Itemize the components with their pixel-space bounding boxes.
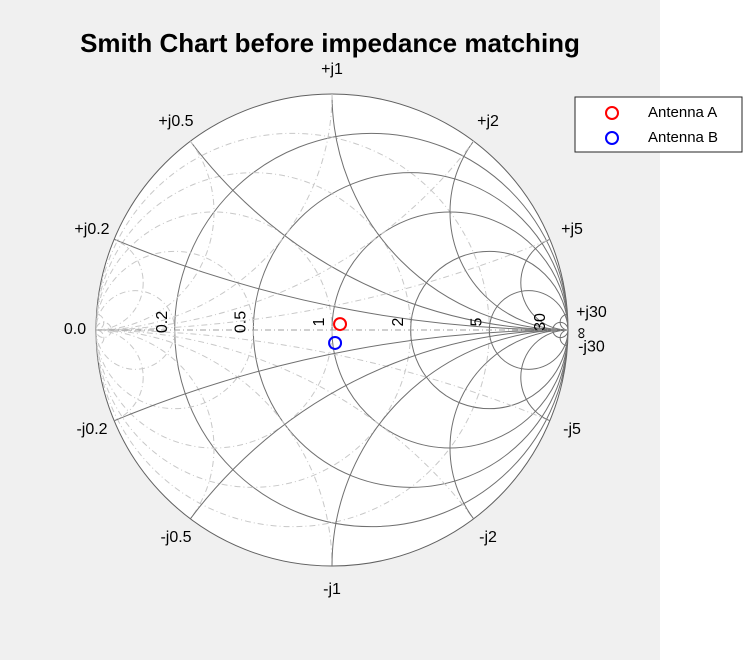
- legend-box: [574, 96, 743, 153]
- chart-title: Smith Chart before impedance matching: [80, 28, 580, 58]
- resistance-label: 0.5: [233, 311, 250, 333]
- reactance-label: -j0.5: [160, 529, 191, 546]
- grid-line: [559, 329, 568, 347]
- grid-line: [96, 94, 215, 331]
- grid-line: [96, 313, 105, 331]
- reactance-label: -j5: [563, 421, 581, 438]
- edge-label: ∞: [573, 327, 590, 338]
- reactance-label: +j0.5: [158, 113, 193, 130]
- reactance-label: +j0.2: [74, 221, 109, 238]
- reactance-label: +j5: [561, 221, 583, 238]
- grid-line: [96, 329, 105, 347]
- data-point: [333, 317, 348, 332]
- reactance-label: +j2: [477, 113, 499, 130]
- grid-line: [559, 313, 568, 331]
- grid-line: [96, 329, 144, 425]
- reactance-label: -j30: [578, 339, 605, 356]
- reactance-label: +j30: [576, 304, 607, 321]
- reactance-label: +j1: [321, 61, 343, 78]
- legend-label: Antenna B: [648, 129, 718, 146]
- resistance-label: 2: [390, 317, 407, 326]
- grid-line: [96, 329, 215, 566]
- legend-label: Antenna A: [648, 104, 717, 121]
- resistance-label: 30: [532, 313, 549, 331]
- grid-line: [449, 329, 568, 566]
- legend-marker: [605, 106, 619, 120]
- resistance-label: 5: [469, 317, 486, 326]
- resistance-label: 0.2: [154, 311, 171, 333]
- reactance-label: -j0.2: [76, 421, 107, 438]
- reactance-label: -j2: [479, 529, 497, 546]
- grid-line: [449, 94, 568, 331]
- edge-label: 0.0: [64, 321, 86, 338]
- reactance-label: -j1: [323, 581, 341, 598]
- legend-marker: [605, 131, 619, 145]
- resistance-label: 1: [311, 317, 328, 326]
- grid-line: [96, 235, 144, 331]
- data-point: [328, 335, 343, 350]
